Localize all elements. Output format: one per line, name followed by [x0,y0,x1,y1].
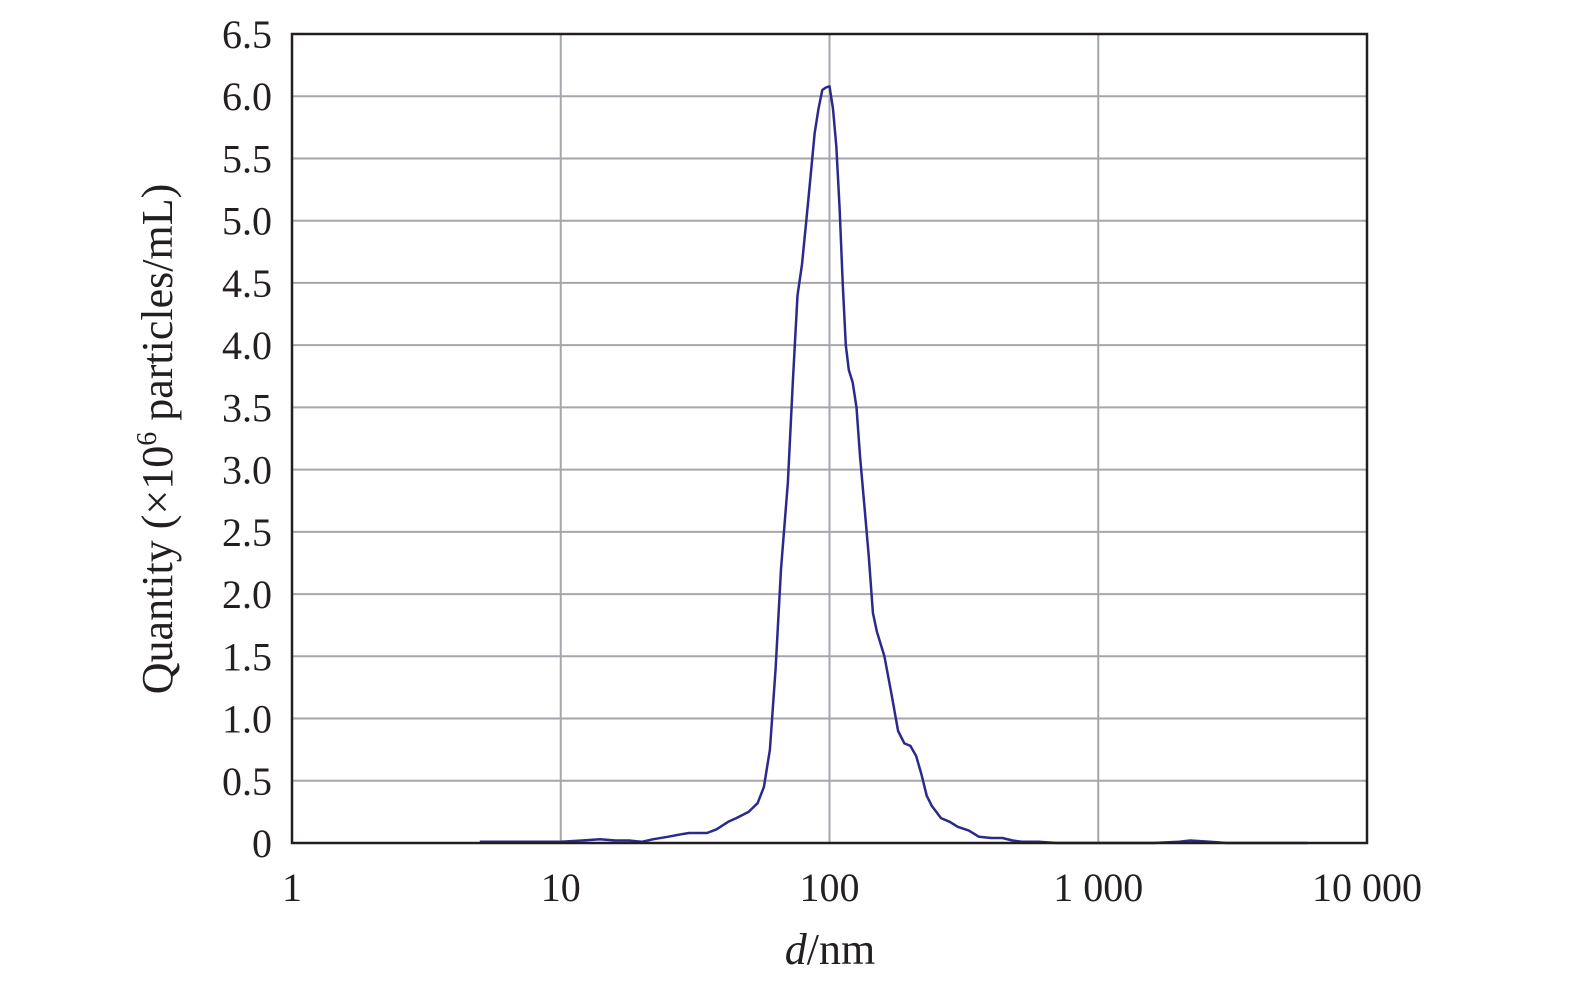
y-tick-label: 4.0 [222,323,272,368]
y-tick-label: 6.0 [222,74,272,119]
y-tick-label: 4.5 [222,261,272,306]
y-tick-label: 3.0 [222,448,272,493]
x-axis-title-rest: /nm [807,925,875,974]
y-axis-title-end: particles/mL) [133,184,182,432]
x-axis-title: d/nm [785,925,875,974]
series-line-0 [479,85,1308,845]
y-tick-label: 6.5 [222,12,272,57]
y-axis-title: Quantity (×106 particles/mL) [132,184,182,694]
x-tick-label: 10 000 [1312,865,1422,910]
y-tick-label: 0 [252,821,272,866]
y-tick-label: 1.5 [222,634,272,679]
y-tick-labels: 0 0.5 1.0 1.5 2.0 2.5 3.0 3.5 4.0 4.5 5.0 5.5 6.0 6.5 [222,12,272,866]
x-tick-label: 1 [282,865,302,910]
x-tick-label: 1 000 [1053,865,1143,910]
x-tick-label: 10 [541,865,581,910]
y-tick-label: 5.0 [222,199,272,244]
x-axis-title-italic: d [785,925,808,974]
x-tick-label: 100 [800,865,860,910]
grid-lines [292,34,1367,843]
y-axis-title-superscript: 6 [132,432,163,446]
y-tick-label: 2.5 [222,510,272,555]
y-axis-title-main: Quantity (×10 [133,446,182,694]
series-layer [479,85,1308,845]
plot-frame [290,32,1369,845]
y-tick-label: 0.5 [222,759,272,804]
y-tick-label: 3.5 [222,385,272,430]
x-tick-labels: 1 10 100 1 000 10 000 [282,865,1422,910]
y-tick-label: 2.0 [222,572,272,617]
y-tick-label: 5.5 [222,136,272,181]
y-tick-label: 1.0 [222,697,272,742]
